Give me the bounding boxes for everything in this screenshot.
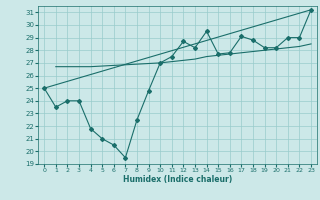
X-axis label: Humidex (Indice chaleur): Humidex (Indice chaleur) [123,175,232,184]
